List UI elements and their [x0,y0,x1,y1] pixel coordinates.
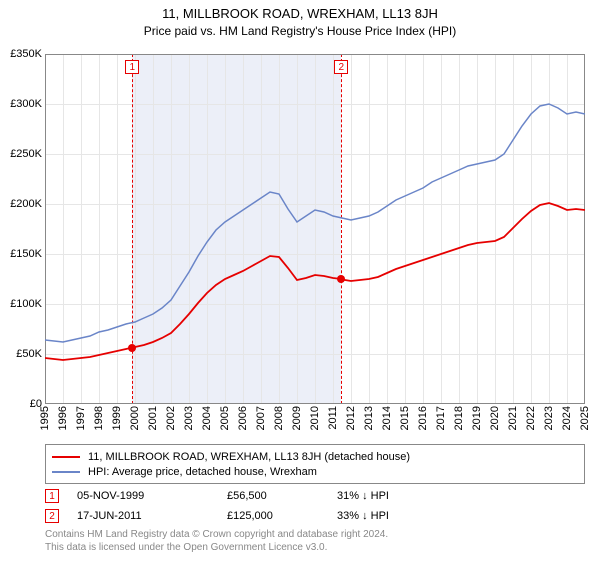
sales-table: 1 05-NOV-1999 £56,500 31% ↓ HPI 2 17-JUN… [45,486,457,526]
x-axis-tick-label: 2014 [381,406,393,430]
legend-row-property: 11, MILLBROOK ROAD, WREXHAM, LL13 8JH (d… [52,449,578,464]
x-axis-tick-label: 1999 [111,406,123,430]
sale-delta: 33% ↓ HPI [337,510,457,522]
x-axis-tick-label: 2013 [363,406,375,430]
x-axis-tick-label: 2001 [147,406,159,430]
x-axis-tick-label: 2009 [291,406,303,430]
x-axis-tick-label: 2004 [201,406,213,430]
attribution-line-1: Contains HM Land Registry data © Crown c… [45,528,388,541]
y-axis-tick-label: £150K [10,248,42,260]
legend-swatch-icon [52,456,80,458]
x-axis-tick-label: 2020 [489,406,501,430]
x-axis-tick-label: 1996 [57,406,69,430]
y-axis-tick-label: £50K [16,348,42,360]
sales-row-1: 1 05-NOV-1999 £56,500 31% ↓ HPI [45,486,457,506]
chart-title-2: Price paid vs. HM Land Registry's House … [0,24,600,38]
x-axis-tick-label: 1997 [75,406,87,430]
chart-lines-svg [45,54,585,404]
x-axis-tick-label: 2021 [507,406,519,430]
x-axis-tick-label: 2022 [525,406,537,430]
chart-title-1: 11, MILLBROOK ROAD, WREXHAM, LL13 8JH [0,6,600,21]
legend-row-hpi: HPI: Average price, detached house, Wrex… [52,464,578,479]
x-axis-tick-label: 2000 [129,406,141,430]
x-axis-tick-label: 2018 [453,406,465,430]
sale-price: £125,000 [227,510,337,522]
y-axis-tick-label: £250K [10,148,42,160]
y-axis-tick-label: £100K [10,298,42,310]
x-axis-tick-label: 2017 [435,406,447,430]
x-axis-tick-label: 2007 [255,406,267,430]
x-axis-tick-label: 2011 [327,406,339,430]
sale-date: 17-JUN-2011 [77,510,227,522]
sale-marker-icon: 1 [45,489,59,503]
x-axis-tick-label: 2024 [561,406,573,430]
x-axis-tick-label: 2005 [219,406,231,430]
sale-price: £56,500 [227,490,337,502]
sale-delta: 31% ↓ HPI [337,490,457,502]
x-axis-tick-label: 2006 [237,406,249,430]
x-axis-tick-label: 2019 [471,406,483,430]
x-axis-tick-label: 2002 [165,406,177,430]
sales-row-2: 2 17-JUN-2011 £125,000 33% ↓ HPI [45,506,457,526]
legend-swatch-icon [52,471,80,473]
sale-marker-icon: 2 [45,509,59,523]
x-axis-tick-label: 1995 [39,406,51,430]
x-axis-tick-label: 2023 [543,406,555,430]
chart-legend: 11, MILLBROOK ROAD, WREXHAM, LL13 8JH (d… [45,444,585,484]
sale-date: 05-NOV-1999 [77,490,227,502]
x-axis-tick-label: 2025 [579,406,591,430]
x-axis-tick-label: 2015 [399,406,411,430]
attribution: Contains HM Land Registry data © Crown c… [45,528,388,554]
legend-label: 11, MILLBROOK ROAD, WREXHAM, LL13 8JH (d… [88,451,410,463]
attribution-line-2: This data is licensed under the Open Gov… [45,541,388,554]
y-axis-tick-label: £200K [10,198,42,210]
x-axis-tick-label: 2010 [309,406,321,430]
y-axis-tick-label: £300K [10,98,42,110]
y-axis-tick-label: £350K [10,48,42,60]
x-axis-tick-label: 2003 [183,406,195,430]
x-axis-tick-label: 2016 [417,406,429,430]
x-axis-tick-label: 2012 [345,406,357,430]
x-axis-tick-label: 2008 [273,406,285,430]
x-axis-tick-label: 1998 [93,406,105,430]
legend-label: HPI: Average price, detached house, Wrex… [88,466,317,478]
